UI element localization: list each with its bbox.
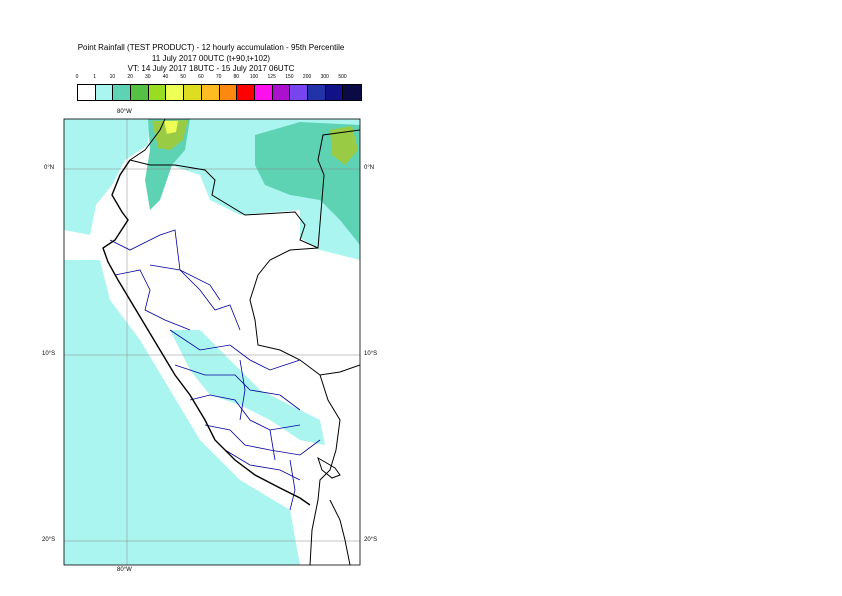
admin-boundaries — [109, 229, 321, 511]
title-line-2: 11 July 2017 00UTC (t+90,t+102) — [151, 54, 271, 63]
legend-swatch — [219, 85, 238, 100]
rain-area-yellow-nw — [164, 121, 178, 134]
legend-tick-label: 200 — [302, 74, 312, 80]
legend-tick-label: 100 — [249, 74, 259, 80]
lat-label-eq-left: 0°N — [44, 165, 55, 171]
legend-swatch — [325, 85, 344, 100]
legend-swatch — [254, 85, 273, 100]
legend-swatch — [290, 85, 308, 100]
lat-label-20s-right: 20°S — [364, 537, 378, 543]
coastline-borders — [102, 119, 360, 565]
graticule — [64, 119, 360, 565]
legend-tick-label: 0 — [75, 74, 79, 80]
legend-swatch — [166, 85, 185, 100]
legend-swatch — [131, 85, 149, 100]
legend-tick-label: 300 — [320, 74, 329, 80]
legend-tick-label: 30 — [145, 74, 151, 80]
legend-swatch — [95, 85, 114, 100]
legend-swatch — [201, 85, 220, 100]
legend-swatch — [78, 85, 96, 100]
legend-tick-label: 70 — [215, 74, 222, 80]
lat-label-10s-left: 10°S — [42, 351, 56, 357]
legend-tick-label: 20 — [127, 74, 133, 80]
lon-label-bottom: 80°W — [117, 567, 132, 573]
title-line-1: Point Rainfall (TEST PRODUCT) - 12 hourl… — [77, 43, 345, 52]
legend-tick-label: 50 — [180, 74, 186, 80]
lat-label-eq-right: 0°N — [364, 165, 375, 171]
color-legend: 0 1 10 20 30 40 50 60 70 80 100 125 150 200 300 500 — [76, 74, 362, 102]
legend-tick-label: 1 — [93, 74, 97, 80]
legend-tick-label: 125 — [267, 74, 276, 80]
lon-label-top: 80°W — [117, 109, 132, 115]
legend-tick-label: 10 — [109, 74, 116, 80]
legend-swatches — [77, 84, 362, 101]
rain-area-ocean-west — [64, 119, 150, 235]
legend-swatch — [343, 85, 361, 100]
legend-swatch — [307, 85, 326, 100]
rain-area-ocean-south — [64, 260, 300, 565]
legend-swatch — [272, 85, 291, 100]
map-frame — [63, 118, 361, 566]
legend-swatch — [237, 85, 255, 100]
lat-label-20s-left: 20°S — [42, 537, 56, 543]
legend-tick-label: 80 — [233, 74, 240, 80]
legend-swatch — [113, 85, 132, 100]
legend-tick-label: 150 — [285, 74, 294, 80]
legend-swatch — [184, 85, 202, 100]
legend-tick-label: 40 — [162, 74, 169, 80]
lat-label-10s-right: 10°S — [364, 351, 378, 357]
rain-area-green-ne — [330, 126, 358, 165]
legend-tick-label: 60 — [198, 74, 204, 80]
legend-tick-label: 500 — [338, 74, 347, 80]
title-line-3: VT: 14 July 2017 18UTC - 15 July 2017 06… — [127, 64, 295, 73]
legend-swatch — [148, 85, 167, 100]
